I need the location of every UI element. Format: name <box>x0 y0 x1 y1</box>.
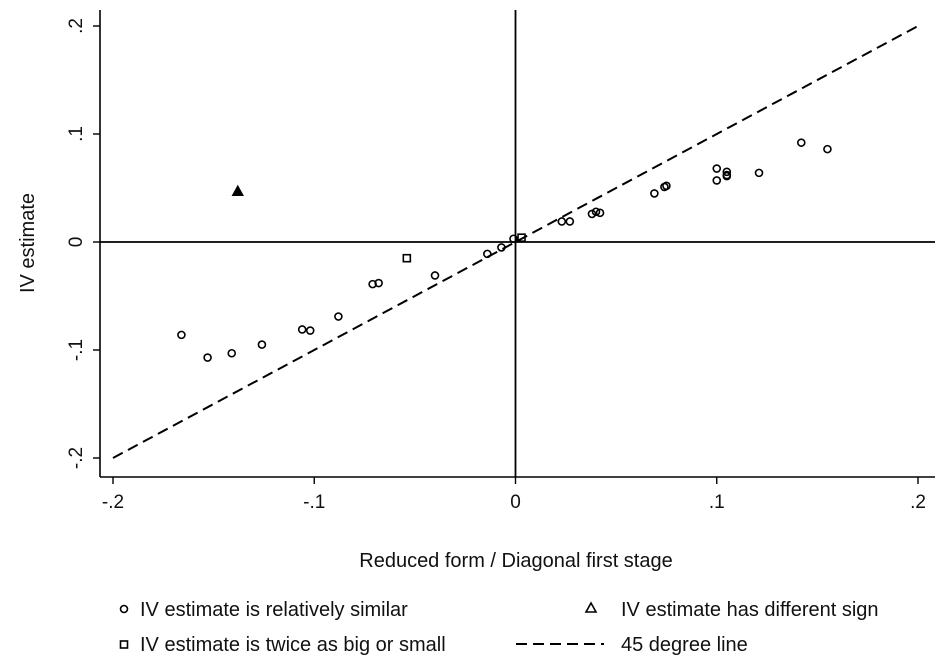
x-ticks: -.2 -.1 0 .1 .2 <box>102 477 926 513</box>
legend-label-similar: IV estimate is relatively similar <box>140 599 408 621</box>
data-point-similar <box>595 208 605 218</box>
legend-circle-marker <box>119 604 129 614</box>
data-point-similar <box>257 340 267 349</box>
y-tick-label: .1 <box>66 126 87 142</box>
data-points <box>177 138 832 362</box>
data-point-similar <box>712 164 722 173</box>
data-point-similar <box>722 167 732 177</box>
x-tick-label: .2 <box>910 492 926 513</box>
legend-triangle-marker <box>584 601 598 613</box>
data-point-similar <box>297 325 307 334</box>
data-point-similar <box>305 326 315 335</box>
y-axis-title: IV estimate <box>17 193 39 293</box>
data-point-similar <box>177 330 186 340</box>
data-point-similar <box>591 207 601 217</box>
legend-item-45-degree: 45 degree line <box>516 634 748 656</box>
legend-square-marker <box>119 640 129 649</box>
legend-item-similar: IV estimate is relatively similar <box>119 599 408 621</box>
data-point-different-sign <box>231 184 244 196</box>
legend-label-45-degree: 45 degree line <box>621 634 748 656</box>
data-point-similar <box>722 170 732 180</box>
y-tick-label: 0 <box>66 237 87 248</box>
y-ticks: -.2 -.1 0 .1 .2 <box>66 18 100 469</box>
x-tick-label: -.1 <box>303 492 325 513</box>
legend: IV estimate is relatively similar IV est… <box>119 599 879 656</box>
data-point-similar <box>509 234 518 244</box>
x-tick-label: .1 <box>709 492 725 513</box>
legend-label-twice: IV estimate is twice as big or small <box>140 634 446 656</box>
y-tick-label: -.2 <box>66 447 87 469</box>
y-tick-label: -.1 <box>66 339 87 361</box>
legend-item-twice: IV estimate is twice as big or small <box>119 634 446 656</box>
x-axis-title: Reduced form / Diagonal first stage <box>359 550 673 572</box>
data-point-twice <box>517 233 526 242</box>
legend-item-different-sign: IV estimate has different sign <box>584 599 879 621</box>
data-point-similar <box>712 176 722 185</box>
data-point-similar <box>368 279 377 289</box>
x-tick-label: -.2 <box>102 492 124 513</box>
data-point-twice <box>402 253 412 263</box>
y-tick-label: .2 <box>66 18 87 34</box>
data-point-similar <box>430 271 440 280</box>
data-point-similar <box>754 168 764 178</box>
data-point-similar <box>374 278 383 288</box>
data-point-similar <box>227 348 237 358</box>
data-point-similar <box>650 189 659 198</box>
data-point-similar <box>334 312 343 321</box>
legend-label-different-sign: IV estimate has different sign <box>621 599 879 621</box>
x-tick-label: 0 <box>510 492 521 513</box>
data-point-similar <box>565 217 575 226</box>
data-point-similar <box>662 181 671 191</box>
data-point-similar <box>796 138 806 147</box>
data-point-similar <box>823 144 832 154</box>
data-point-similar <box>203 353 212 362</box>
data-point-similar <box>557 217 567 226</box>
data-point-similar <box>497 243 506 252</box>
data-point-similar <box>483 249 492 259</box>
